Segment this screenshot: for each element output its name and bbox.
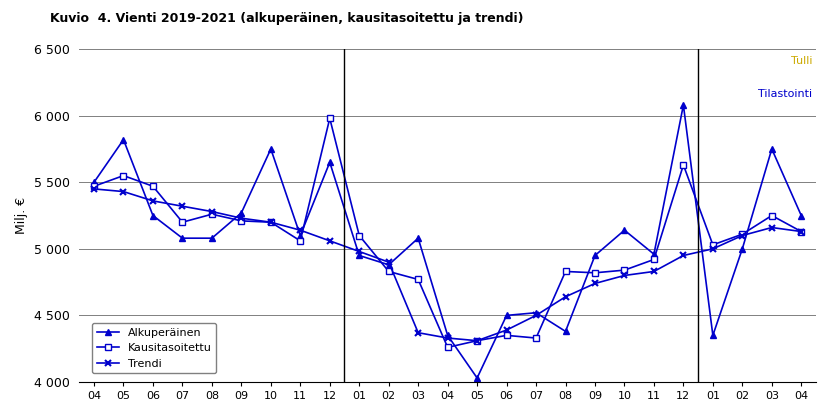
Legend: Alkuperäinen, Kausitasoitettu, Trendi: Alkuperäinen, Kausitasoitettu, Trendi xyxy=(92,323,216,373)
Text: Kuvio  4. Vienti 2019-2021 (alkuperäinen, kausitasoitettu ja trendi): Kuvio 4. Vienti 2019-2021 (alkuperäinen,… xyxy=(50,12,524,25)
Y-axis label: Milj. €: Milj. € xyxy=(15,197,28,234)
Text: Tulli: Tulli xyxy=(791,56,813,66)
Text: Tilastointi: Tilastointi xyxy=(758,89,813,99)
